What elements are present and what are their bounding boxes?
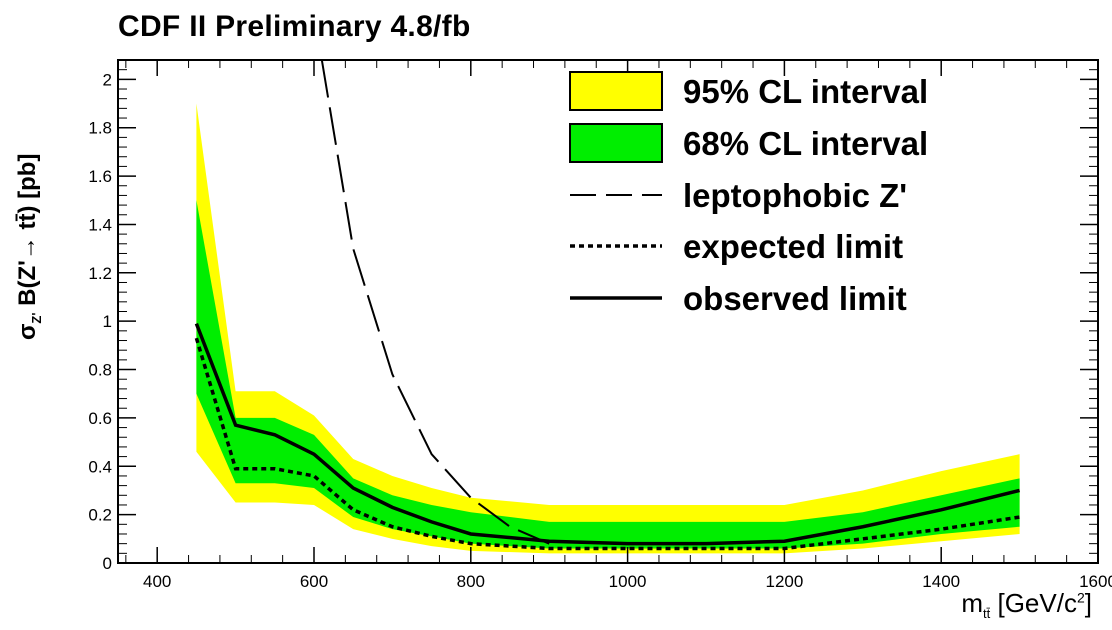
y-tick-label: 0.8 <box>88 361 112 380</box>
series-line-0 <box>320 60 550 545</box>
x-tick-label: 1200 <box>765 572 803 591</box>
y-tick-label: 2 <box>103 70 112 89</box>
y-tick-label: 1.6 <box>88 167 112 186</box>
cl-bands <box>196 103 1020 554</box>
x-tick-label: 600 <box>300 572 328 591</box>
x-tick-label: 800 <box>457 572 485 591</box>
y-label-rest: B(Z'→ tt̄) [pb] <box>14 153 41 313</box>
x-label-end: ] <box>1084 588 1092 618</box>
legend-label-3: expected limit <box>683 228 903 265</box>
legend-label-0: 95% CL interval <box>683 73 928 110</box>
legend-label-2: leptophobic Z' <box>683 177 907 214</box>
y-tick-label: 0.2 <box>88 506 112 525</box>
x-tick-label: 400 <box>143 572 171 591</box>
legend-label-4: observed limit <box>683 280 907 317</box>
y-tick-label: 0.6 <box>88 409 112 428</box>
y-label-sigma: σ <box>14 323 41 340</box>
legend-swatch-0 <box>569 71 663 111</box>
x-label-unit: [GeV/c <box>990 588 1077 618</box>
legend-swatch-1 <box>569 123 663 163</box>
x-tick-label: 1400 <box>922 572 960 591</box>
y-tick-label: 1.4 <box>88 215 112 234</box>
y-tick-label: 1.8 <box>88 119 112 138</box>
series-line-2 <box>194 322 1021 546</box>
x-label-main: m <box>961 588 984 618</box>
y-tick-label: 1 <box>103 312 112 331</box>
x-axis-label: mtt̄ [GeV/c2] <box>961 588 1092 621</box>
legend: 95% CL interval 68% CL interval leptophobi… <box>569 71 928 317</box>
series-line-1 <box>194 337 1020 551</box>
y-tick-label: 1.2 <box>88 264 112 283</box>
x-label-sup: 2 <box>1076 589 1085 606</box>
y-tick-label: 0 <box>103 554 112 573</box>
limit-curves <box>194 60 1021 551</box>
y-label-sub: Z' <box>28 312 44 324</box>
x-label-sub: tt̄ <box>983 606 991 622</box>
y-tick-label: 0.4 <box>88 457 112 476</box>
band-68 <box>196 200 1020 549</box>
legend-label-1: 68% CL interval <box>683 125 928 162</box>
chart-title: CDF II Preliminary 4.8/fb <box>118 10 471 43</box>
x-tick-label: 1000 <box>609 572 647 591</box>
y-axis-label: σZ' B(Z'→ tt̄) [pb] <box>14 154 44 340</box>
